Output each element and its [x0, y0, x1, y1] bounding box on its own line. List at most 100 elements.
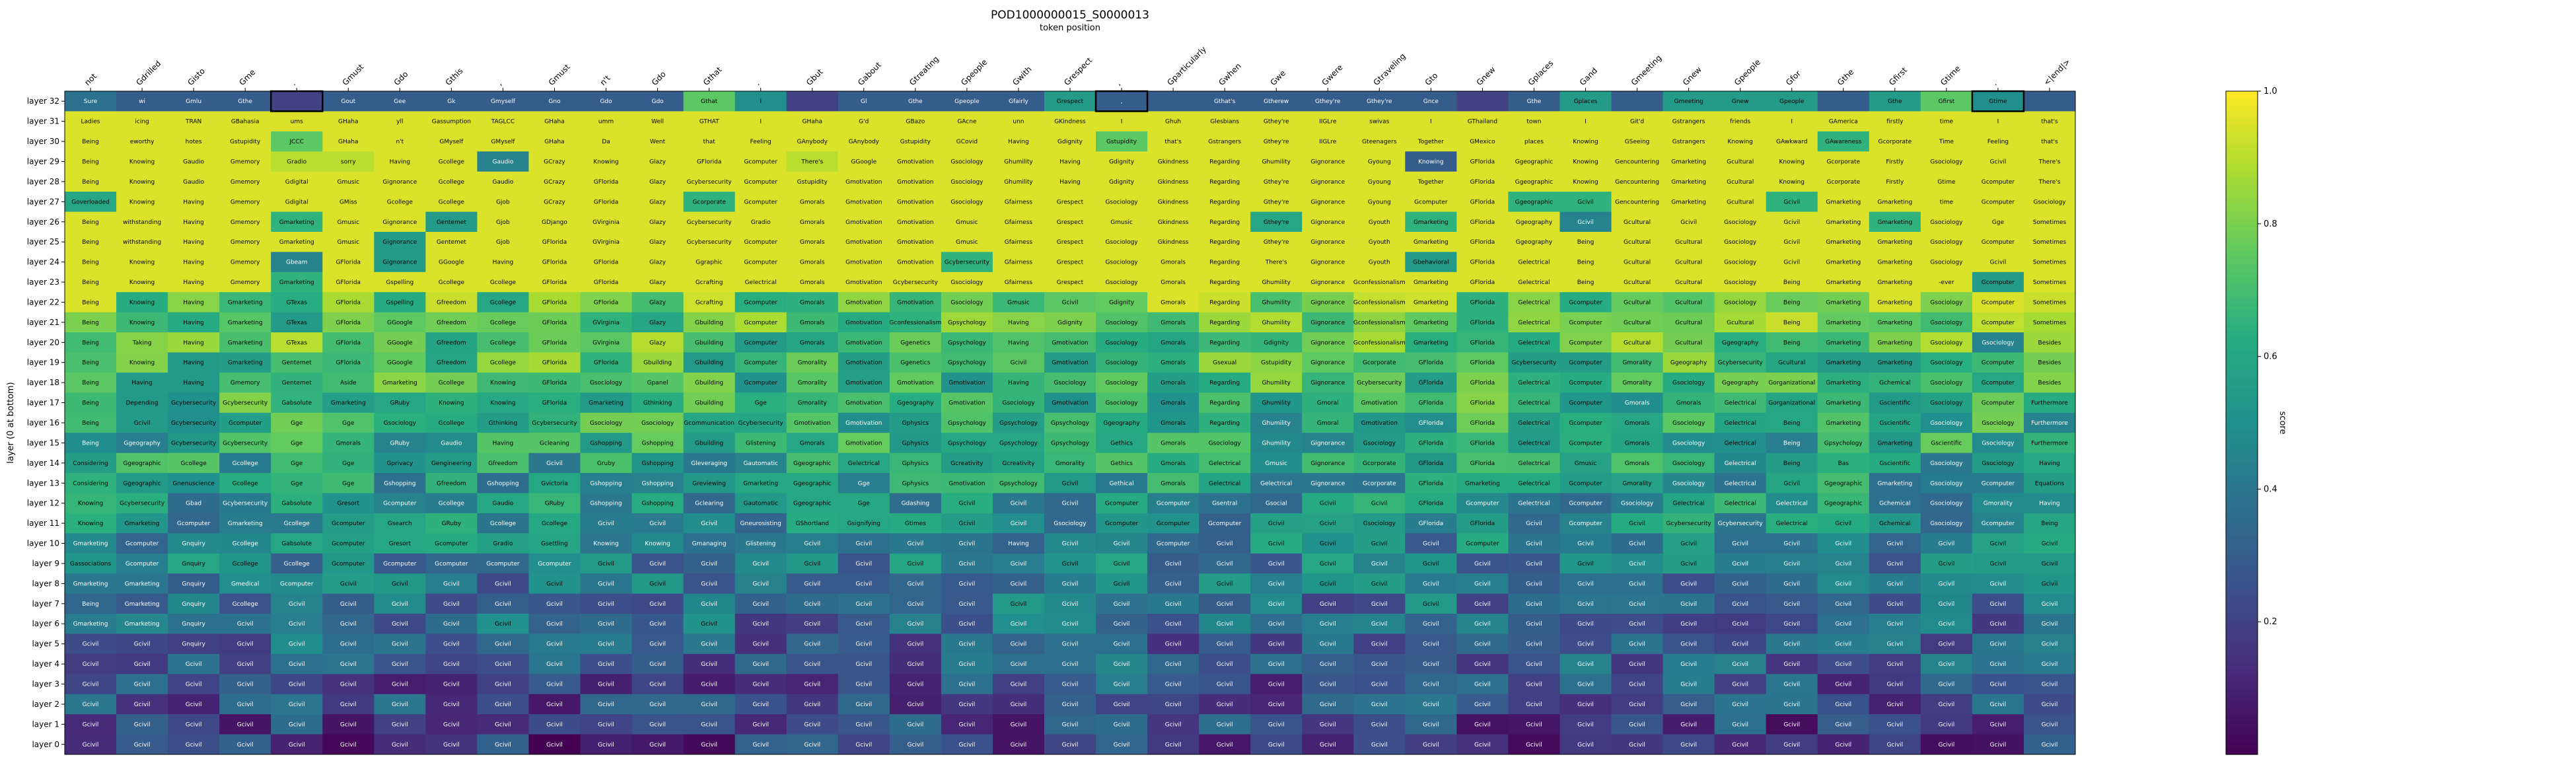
heatmap-cell-label: Gcivil — [1011, 661, 1027, 668]
heatmap-cell-label: Gentemet — [437, 219, 467, 226]
x-tick-label: Gthe — [1836, 67, 1855, 87]
heatmap-cell — [1508, 734, 1560, 755]
heatmap-cell — [1302, 493, 1354, 514]
heatmap-cell — [941, 111, 993, 132]
heatmap-cell — [1353, 412, 1406, 433]
heatmap-cell-label: Gcivil — [1320, 641, 1336, 648]
heatmap-cell — [1663, 674, 1715, 695]
heatmap-cell — [116, 473, 168, 493]
heatmap-cell — [941, 392, 993, 414]
heatmap-cell — [65, 573, 117, 595]
heatmap-cell — [1559, 372, 1612, 393]
heatmap-cell-label: Gmotivation — [845, 299, 882, 306]
heatmap-cell-label: Gmotivation — [897, 219, 933, 226]
heatmap-cell-label: Having — [131, 380, 153, 386]
heatmap-cell-label: Gcivil — [134, 661, 151, 668]
heatmap-cell-label: GFlorida — [1419, 440, 1444, 447]
heatmap-cell-label: Gsexual — [1213, 360, 1236, 367]
y-tick-label: layer 17 — [27, 398, 59, 408]
heatmap-cell-label: Gcivil — [134, 641, 151, 648]
heatmap-cell — [168, 211, 220, 233]
heatmap-cell — [786, 412, 839, 433]
heatmap-cell-label: Gcivil — [1577, 581, 1594, 587]
heatmap-cell-label: Gaudio — [492, 159, 513, 165]
heatmap-cell — [1199, 513, 1251, 534]
heatmap-cell-label: Furthermore — [2031, 420, 2068, 427]
heatmap-cell — [1199, 252, 1251, 273]
heatmap-cell-label: Gcorporate — [1878, 139, 1912, 145]
heatmap-cell — [2023, 674, 2076, 695]
heatmap-cell — [1147, 332, 1199, 353]
heatmap-cell-label: Ggeographic — [793, 501, 832, 507]
heatmap-cell-label: Gcivil — [1577, 742, 1594, 748]
heatmap-cell-label: GMexico — [1470, 139, 1495, 145]
heatmap-cell — [322, 493, 375, 514]
heatmap-cell-label: Gcomputer — [1569, 380, 1602, 386]
heatmap-cell — [116, 694, 168, 715]
heatmap-cell — [1817, 653, 1870, 674]
heatmap-cell-label: GKindness — [1054, 119, 1086, 126]
heatmap-cell — [1663, 533, 1715, 554]
heatmap-cell-label: Gsociology — [950, 179, 984, 186]
heatmap-cell — [1147, 392, 1199, 414]
y-tick-label: layer 11 — [27, 519, 59, 528]
heatmap-cell-label: Gcivil — [546, 721, 563, 728]
heatmap-cell-label: Gcivil — [598, 521, 614, 527]
heatmap-cell — [374, 111, 426, 132]
heatmap-cell-label: Gcivil — [1629, 661, 1645, 668]
heatmap-cell-label: Gcultural — [1778, 360, 1805, 367]
heatmap-cell-label: Gcivil — [1165, 742, 1182, 748]
heatmap-cell — [889, 513, 942, 534]
heatmap-cell — [1199, 734, 1251, 755]
heatmap-cell-label: Gge — [291, 480, 303, 487]
heatmap-cell-label: Gcivil — [1732, 682, 1748, 688]
heatmap-cell — [1920, 372, 1973, 393]
heatmap-cell — [168, 272, 220, 293]
heatmap-cell — [1663, 653, 1715, 674]
heatmap-cell — [683, 171, 736, 192]
heatmap-cell — [374, 614, 426, 634]
heatmap-cell-label: Gcomputer — [1982, 480, 2015, 487]
heatmap-cell — [322, 292, 375, 313]
heatmap-cell-label: Gcorporate — [1363, 460, 1396, 467]
heatmap-cell-label: Gcorporate — [692, 199, 726, 205]
heatmap-cell-label: GFlorida — [336, 340, 361, 346]
heatmap-cell — [1405, 573, 1457, 595]
heatmap-cell-label: GHaha — [338, 119, 358, 126]
heatmap-cell — [374, 312, 426, 333]
heatmap-cell-label: Being — [82, 380, 99, 386]
heatmap-cell — [1353, 352, 1406, 373]
heatmap-cell — [1869, 131, 1921, 152]
heatmap-cell-label: Gcivil — [959, 742, 976, 748]
heatmap-cell-label: Gmorality — [798, 400, 828, 407]
heatmap-cell-label: GThailand — [1468, 119, 1497, 126]
heatmap-cell-label: Gvictoria — [541, 480, 568, 487]
heatmap-cell-label: Gcybersecurity — [687, 219, 733, 226]
heatmap-cell-label: Gmarketing — [1413, 219, 1449, 226]
heatmap-cell-label: Gcivil — [1835, 702, 1851, 708]
heatmap-cell — [1869, 192, 1921, 213]
heatmap-cell — [631, 231, 684, 252]
heatmap-cell-label: Gcivil — [701, 561, 717, 567]
heatmap-cell — [116, 151, 168, 172]
heatmap-cell — [1199, 674, 1251, 695]
heatmap-cell — [1199, 111, 1251, 132]
heatmap-cell-label: Gaudio — [492, 501, 513, 507]
heatmap-cell — [219, 674, 271, 695]
heatmap-cell-label: Gcivil — [1680, 702, 1697, 708]
heatmap-cell — [1920, 694, 1973, 715]
heatmap-cell-label: Being — [82, 179, 99, 186]
heatmap-cell — [734, 493, 787, 514]
heatmap-cell-label: Gmotivation — [948, 480, 985, 487]
heatmap-cell-label: Gmotivation — [1361, 420, 1398, 427]
heatmap-cell-label: Gmusic — [1575, 460, 1597, 467]
heatmap-cell-label: Gstupidity — [900, 139, 931, 145]
heatmap-cell — [1817, 352, 1870, 373]
heatmap-cell — [477, 473, 529, 493]
heatmap-cell — [1096, 653, 1148, 674]
heatmap-cell-label: Gleveraging — [691, 460, 727, 467]
y-tick-label: layer 4 — [32, 659, 59, 669]
heatmap-cell — [116, 533, 168, 554]
heatmap-cell-label: Gelectrical — [1518, 400, 1550, 407]
heatmap-cell — [1044, 493, 1096, 514]
